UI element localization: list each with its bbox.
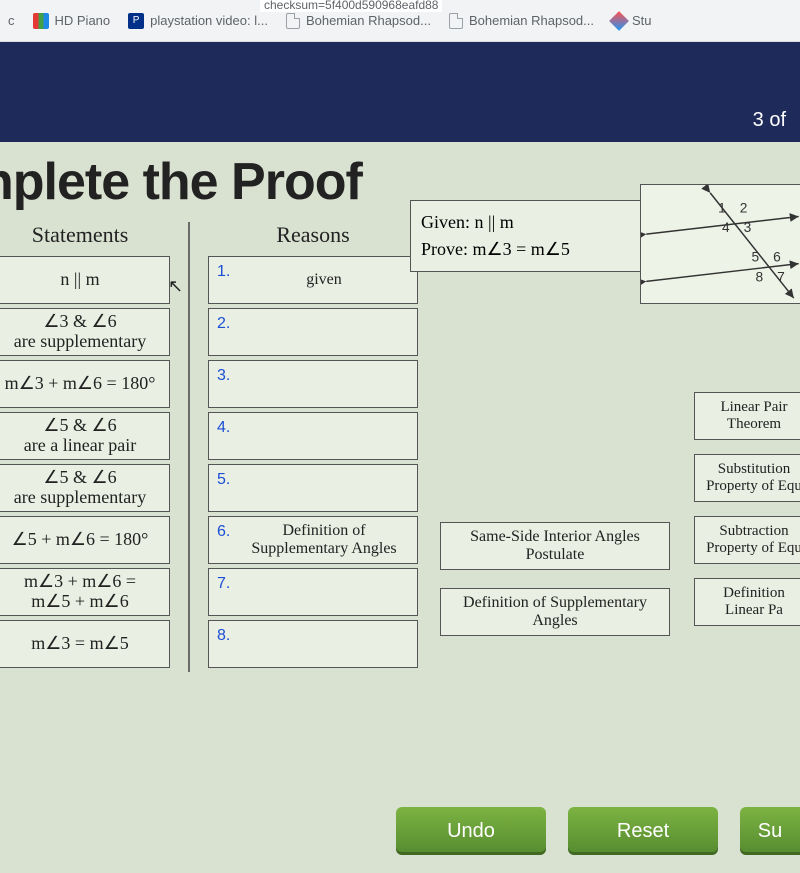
bookmark-hd-piano[interactable]: HD Piano [33, 13, 111, 29]
bank-linear-pair-thm[interactable]: Linear Pair Theorem [694, 392, 800, 440]
column-divider [188, 222, 190, 672]
page-icon [449, 13, 463, 29]
bookmark-playstation[interactable]: Pplaystation video: l... [128, 13, 268, 29]
answer-bank-center: Same-Side Interior Angles Postulate Defi… [440, 522, 670, 636]
reason-slot-8[interactable]: 8. [208, 620, 418, 668]
reason-slot-6[interactable]: 6.Definition of Supplementary Angles [208, 516, 418, 564]
reasons-header: Reasons [208, 218, 418, 256]
bank-def-supplementary[interactable]: Definition of Supplementary Angles [440, 588, 670, 636]
reason-slot-7[interactable]: 7. [208, 568, 418, 616]
bookmark-stu[interactable]: Stu [612, 13, 652, 28]
bookmark-tab-fragment[interactable]: c [8, 13, 15, 28]
proof-canvas: nplete the Proof ↖ Statements n || m ∠3 … [0, 142, 800, 873]
statement-1[interactable]: n || m [0, 256, 170, 304]
statement-7[interactable]: m∠3 + m∠6 = m∠5 + m∠6 [0, 568, 170, 616]
statement-3[interactable]: m∠3 + m∠6 = 180° [0, 360, 170, 408]
browser-bookmark-bar: checksum=5f400d590968eafd88 c HD Piano P… [0, 0, 800, 42]
statement-4[interactable]: ∠5 & ∠6 are a linear pair [0, 412, 170, 460]
reason-slot-2[interactable]: 2. [208, 308, 418, 356]
svg-text:1: 1 [718, 201, 726, 216]
answer-bank-right: Linear Pair Theorem Substitution Propert… [694, 392, 800, 626]
statement-5[interactable]: ∠5 & ∠6 are supplementary [0, 464, 170, 512]
statement-8[interactable]: m∠3 = m∠5 [0, 620, 170, 668]
reasons-column: Reasons 1.given 2. 3. 4. 5. 6.Definition… [208, 218, 418, 672]
bank-substitution[interactable]: Substitution Property of Equ [694, 454, 800, 502]
statements-header: Statements [0, 218, 170, 256]
svg-text:5: 5 [752, 250, 760, 265]
svg-text:3: 3 [744, 220, 752, 235]
statement-2[interactable]: ∠3 & ∠6 are supplementary [0, 308, 170, 356]
url-fragment: checksum=5f400d590968eafd88 [260, 0, 442, 12]
diamond-icon [609, 11, 629, 31]
action-buttons: Undo Reset Su [396, 807, 800, 855]
piano-icon [33, 13, 49, 29]
transversal-diagram: 1 2 3 4 5 6 7 8 [640, 184, 800, 304]
given-prove-box: Given: n || m Prove: m∠3 = m∠5 [410, 200, 650, 272]
given-line: Given: n || m [421, 209, 639, 236]
reason-slot-4[interactable]: 4. [208, 412, 418, 460]
svg-text:8: 8 [755, 269, 763, 284]
bank-subtraction[interactable]: Subtraction Property of Equ [694, 516, 800, 564]
bookmark-bohemian-1[interactable]: Bohemian Rhapsod... [286, 13, 431, 29]
page-icon [286, 13, 300, 29]
svg-text:6: 6 [773, 250, 781, 265]
playstation-icon: P [128, 13, 144, 29]
submit-button[interactable]: Su [740, 807, 800, 855]
cursor-icon: ↖ [168, 276, 183, 297]
svg-text:2: 2 [740, 201, 748, 216]
svg-text:7: 7 [777, 269, 785, 284]
bank-same-side-interior[interactable]: Same-Side Interior Angles Postulate [440, 522, 670, 570]
prove-line: Prove: m∠3 = m∠5 [421, 236, 639, 263]
undo-button[interactable]: Undo [396, 807, 546, 855]
app-nav-bar: 3 of [0, 42, 800, 142]
reason-slot-5[interactable]: 5. [208, 464, 418, 512]
bookmark-bohemian-2[interactable]: Bohemian Rhapsod... [449, 13, 594, 29]
bank-def-linear-pair[interactable]: Definition Linear Pa [694, 578, 800, 626]
reason-slot-1[interactable]: 1.given [208, 256, 418, 304]
reset-button[interactable]: Reset [568, 807, 718, 855]
statement-6[interactable]: ∠5 + m∠6 = 180° [0, 516, 170, 564]
svg-text:4: 4 [722, 220, 730, 235]
progress-indicator: 3 of [753, 109, 786, 132]
reason-slot-3[interactable]: 3. [208, 360, 418, 408]
statements-column: Statements n || m ∠3 & ∠6 are supplement… [0, 218, 170, 672]
